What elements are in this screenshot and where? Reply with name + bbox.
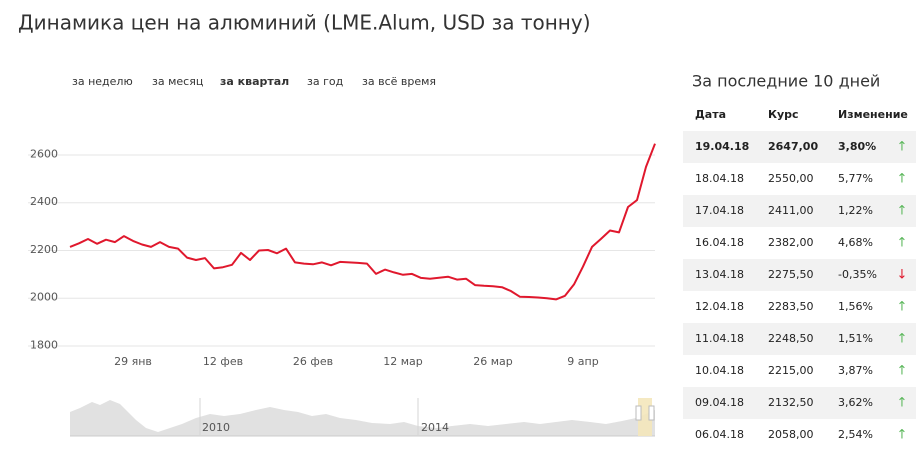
table-cell: 4,68%	[838, 236, 873, 249]
table-cell: 3,62%	[838, 396, 873, 409]
table-cell: 13.04.18	[695, 268, 744, 281]
trend-arrow: ↑	[897, 172, 908, 187]
chart-title: Динамика цен на алюминий (LME.Alum, USD …	[18, 11, 591, 35]
trend-arrow: ↑	[897, 140, 908, 155]
period-tab[interactable]: за месяц	[152, 75, 203, 88]
trend-arrow: ↓	[897, 268, 908, 283]
x-tick-label: 12 фев	[203, 355, 243, 368]
navigator	[70, 398, 655, 437]
x-tick-label: 9 апр	[567, 355, 598, 368]
table-cell: 2132,50	[768, 396, 814, 409]
table-cell: 2215,00	[768, 364, 814, 377]
y-tick-label: 2000	[30, 291, 58, 304]
table-cell: 3,80%	[838, 140, 876, 153]
row-background	[683, 323, 916, 355]
table-cell: 1,22%	[838, 204, 873, 217]
y-tick-label: 2400	[30, 195, 58, 208]
period-tab[interactable]: за квартал	[220, 75, 289, 88]
table-cell: 17.04.18	[695, 204, 744, 217]
table-cell: 19.04.18	[695, 140, 749, 153]
trend-arrow: ↑	[897, 300, 908, 315]
table-cell: 10.04.18	[695, 364, 744, 377]
x-tick-label: 12 мар	[383, 355, 423, 368]
column-header: Дата	[695, 108, 726, 121]
column-header: Изменение	[838, 108, 908, 121]
table-cell: 2550,00	[768, 172, 814, 185]
table-cell: 11.04.18	[695, 332, 744, 345]
period-tab[interactable]: за неделю	[72, 75, 133, 88]
table-cell: 06.04.18	[695, 428, 744, 441]
y-tick-label: 2600	[30, 147, 58, 160]
table-cell: 1,56%	[838, 300, 873, 313]
table-cell: 2,54%	[838, 428, 873, 441]
x-tick-label: 26 мар	[473, 355, 513, 368]
row-highlight	[683, 131, 916, 163]
trend-arrow: ↑	[897, 236, 908, 251]
table-cell: 18.04.18	[695, 172, 744, 185]
x-tick-label: 29 янв	[114, 355, 152, 368]
table-title: За последние 10 дней	[692, 72, 880, 91]
trend-arrow: ↑	[897, 396, 908, 411]
period-tab[interactable]: за год	[307, 75, 344, 88]
y-tick-label: 1800	[30, 339, 58, 352]
table-cell: 2275,50	[768, 268, 814, 281]
table-cell: 2411,00	[768, 204, 814, 217]
column-header: Курс	[768, 108, 799, 121]
navigator-label: 2010	[202, 421, 230, 434]
row-background	[683, 259, 916, 291]
navigator-handle[interactable]	[635, 405, 642, 421]
navigator-handle[interactable]	[648, 405, 655, 421]
table-cell: 16.04.18	[695, 236, 744, 249]
navigator-area	[70, 400, 655, 436]
table-cell: 2283,50	[768, 300, 814, 313]
trend-arrow: ↑	[897, 204, 908, 219]
table-cell: 09.04.18	[695, 396, 744, 409]
navigator-label: 2014	[421, 421, 449, 434]
price-line	[69, 143, 656, 301]
x-tick-label: 26 фев	[293, 355, 333, 368]
table-cell: 2647,00	[768, 140, 818, 153]
row-background	[683, 195, 916, 227]
row-background	[683, 387, 916, 419]
table-cell: 2058,00	[768, 428, 814, 441]
y-tick-label: 2200	[30, 243, 58, 256]
trend-arrow: ↑	[897, 428, 908, 443]
table-cell: -0,35%	[838, 268, 877, 281]
trend-arrow: ↑	[897, 332, 908, 347]
table-cell: 12.04.18	[695, 300, 744, 313]
table-cell: 1,51%	[838, 332, 873, 345]
table-cell: 5,77%	[838, 172, 873, 185]
table-cell: 3,87%	[838, 364, 873, 377]
period-tab[interactable]: за всё время	[362, 75, 436, 88]
trend-arrow: ↑	[897, 364, 908, 379]
table-cell: 2382,00	[768, 236, 814, 249]
table-cell: 2248,50	[768, 332, 814, 345]
